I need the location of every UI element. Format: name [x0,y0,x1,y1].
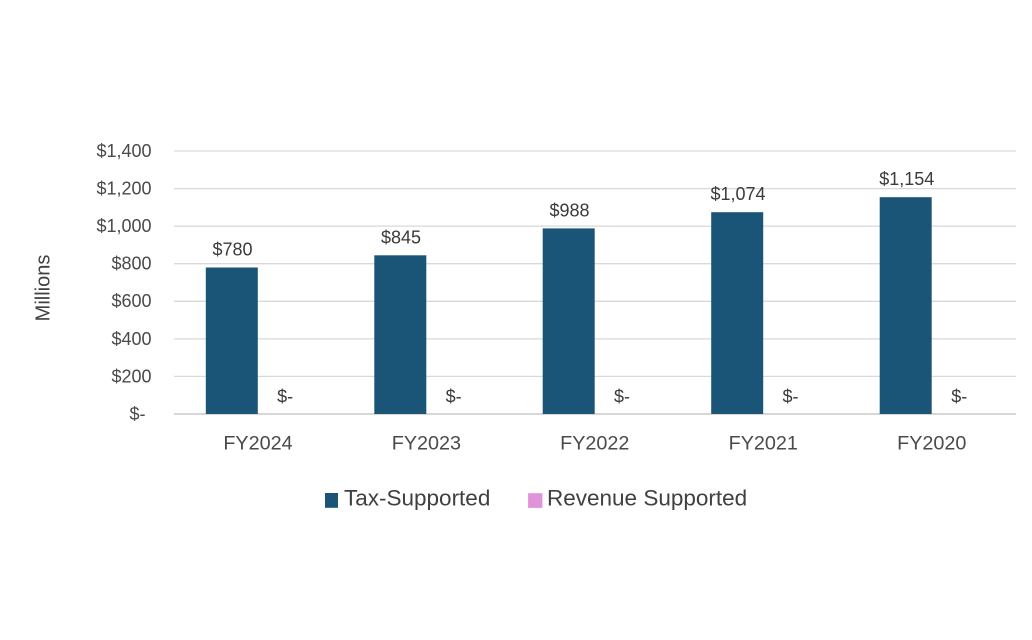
svg-text:$1,400: $1,400 [96,141,151,161]
svg-text:$-: $- [446,387,462,407]
svg-text:$800: $800 [111,254,151,274]
svg-text:Revenue Supported: Revenue Supported [547,486,747,511]
svg-text:$-: $- [951,387,967,407]
svg-text:FY2020: FY2020 [897,433,966,455]
svg-text:$845: $845 [381,227,421,247]
svg-text:Tax-Supported: Tax-Supported [344,486,490,511]
svg-text:$-: $- [614,387,630,407]
svg-text:$400: $400 [111,329,151,349]
svg-text:$1,154: $1,154 [879,169,934,189]
svg-text:$780: $780 [212,240,252,260]
svg-text:FY2021: FY2021 [729,433,798,455]
svg-text:$600: $600 [111,291,151,311]
svg-text:FY2024: FY2024 [223,433,292,455]
svg-text:$1,200: $1,200 [96,179,151,199]
svg-text:$1,074: $1,074 [710,184,765,204]
svg-text:$-: $- [129,404,145,424]
svg-text:FY2023: FY2023 [392,433,461,455]
svg-text:$988: $988 [549,201,589,221]
svg-text:$-: $- [277,387,293,407]
svg-text:Millions: Millions [32,255,54,322]
svg-text:FY2022: FY2022 [560,433,629,455]
svg-text:$200: $200 [111,366,151,386]
svg-text:$1,000: $1,000 [96,216,151,236]
svg-text:$-: $- [782,387,798,407]
